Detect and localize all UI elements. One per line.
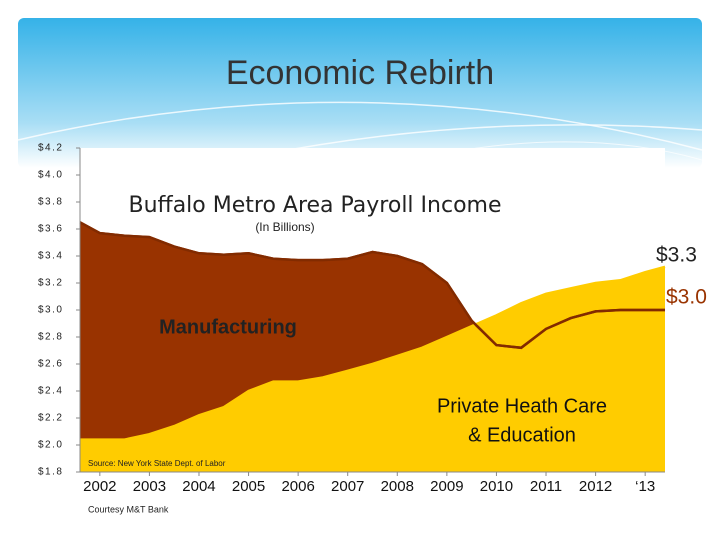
x-tick-label: 2010: [480, 478, 513, 495]
x-tick-label: 2008: [381, 478, 414, 495]
y-tick-label: $3.0: [38, 305, 63, 316]
end-label: $3.3: [656, 244, 697, 267]
credit: Courtesy M&T Bank: [88, 504, 169, 514]
y-tick-label: $4.0: [38, 170, 63, 181]
series-line: [79, 221, 665, 350]
x-tick-label: 2007: [331, 478, 364, 495]
y-tick-label: $2.2: [38, 413, 63, 424]
y-tick-label: $3.2: [38, 278, 63, 289]
chart-subtitle: (In Billions): [255, 220, 314, 234]
chart-title: Buffalo Metro Area Payroll Income: [129, 193, 502, 218]
y-tick-label: $2.4: [38, 386, 63, 397]
y-tick-label: $3.4: [38, 251, 63, 262]
series-label: Private Heath Care: [437, 395, 607, 417]
x-tick-label: 2009: [430, 478, 463, 495]
y-tick-label: $4.2: [38, 143, 63, 154]
x-tick-label: 2002: [83, 478, 116, 495]
y-tick-label: $2.8: [38, 332, 63, 343]
series-line: [80, 265, 666, 441]
y-tick-label: $3.6: [38, 224, 63, 235]
y-tick-label: $1.8: [38, 467, 63, 478]
slide-title: Economic Rebirth: [226, 54, 494, 92]
header-band: [18, 18, 702, 168]
series-label: Manufacturing: [159, 316, 297, 338]
x-tick-label: ‘13: [635, 478, 655, 495]
y-tick-label: $2.6: [38, 359, 63, 370]
end-label: $3.0: [666, 286, 707, 309]
y-tick-label: $3.8: [38, 197, 63, 208]
area: [80, 266, 665, 472]
header-curve: [17, 101, 703, 151]
x-tick-label: 2005: [232, 478, 265, 495]
series-label: & Education: [468, 424, 576, 446]
x-tick-label: 2004: [182, 478, 215, 495]
y-tick-label: $2.0: [38, 440, 63, 451]
x-tick-label: 2011: [530, 478, 562, 495]
x-tick-label: 2006: [281, 478, 314, 495]
x-tick-label: 2003: [133, 478, 166, 495]
x-tick-label: 2012: [579, 478, 612, 495]
plot: [76, 147, 666, 476]
source: Source: New York State Dept. of Labor: [88, 459, 226, 468]
